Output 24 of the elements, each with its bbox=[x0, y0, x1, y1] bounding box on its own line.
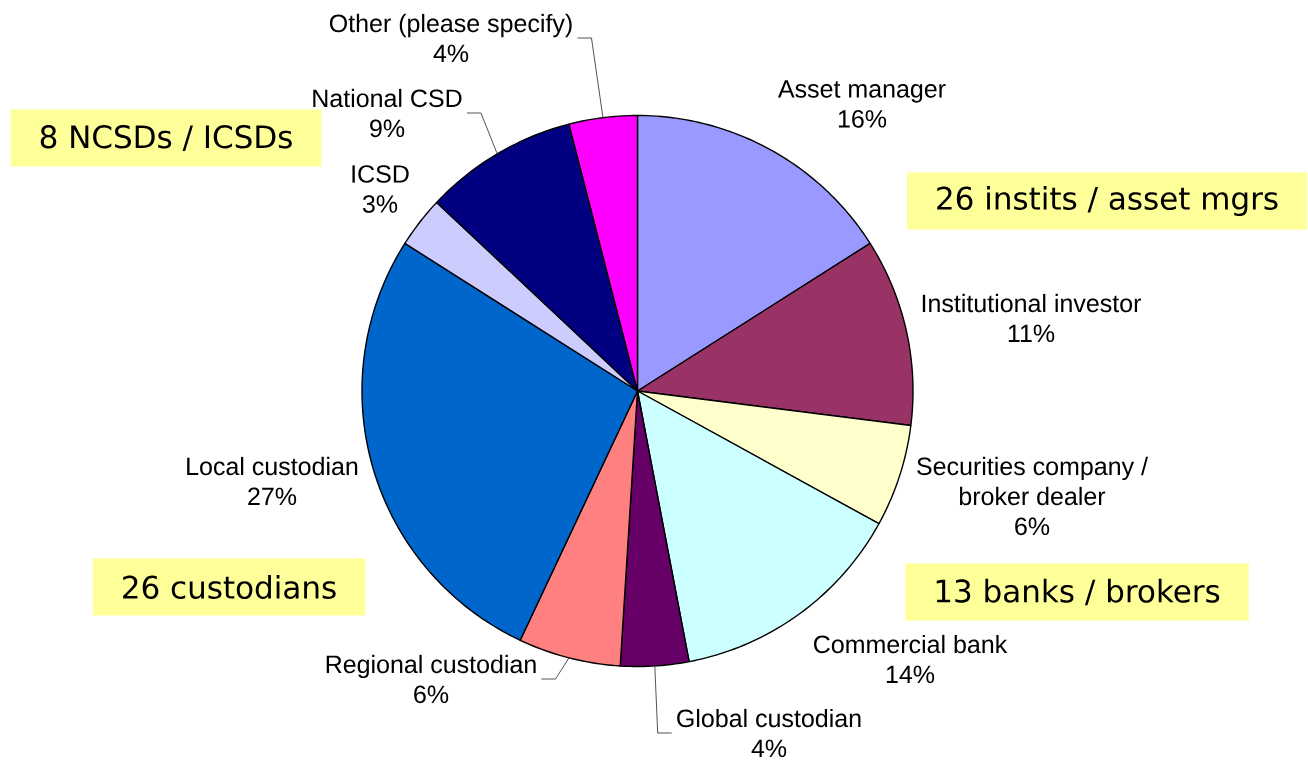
slice-label: Other (please specify) bbox=[329, 13, 572, 38]
text: 26 custodians bbox=[123, 575, 336, 599]
data-label: 14% bbox=[886, 665, 935, 684]
data-label: 6% bbox=[414, 685, 449, 704]
data-label: 9% bbox=[370, 119, 405, 138]
data-label: 3% bbox=[362, 195, 398, 213]
slice-label: Regional custodian bbox=[326, 654, 536, 679]
slice-label: Asset manager bbox=[777, 80, 946, 103]
slice-label: Local custodian bbox=[187, 456, 358, 476]
data-label: 11% bbox=[1008, 324, 1055, 343]
text: 13 banks / brokers bbox=[936, 578, 1220, 606]
slice-label: Institutional investor bbox=[922, 293, 1142, 313]
slice-label: Global custodian bbox=[677, 708, 861, 728]
data-label: 27% bbox=[248, 487, 297, 506]
slice-label: Commercial bank bbox=[814, 634, 1008, 654]
slice-label: ICSD bbox=[352, 165, 409, 183]
slice-label: National CSD bbox=[313, 88, 462, 108]
text: 8 NCSDs / ICSDs bbox=[40, 125, 292, 151]
data-label: 6% bbox=[1015, 517, 1050, 536]
data-label: 16% bbox=[838, 110, 887, 128]
data-label: 4% bbox=[433, 44, 469, 63]
text: 26 instits / asset mgrs bbox=[937, 186, 1278, 217]
data-label: 4% bbox=[751, 739, 787, 758]
slice-label: Securities company / broker dealer bbox=[917, 456, 1148, 506]
